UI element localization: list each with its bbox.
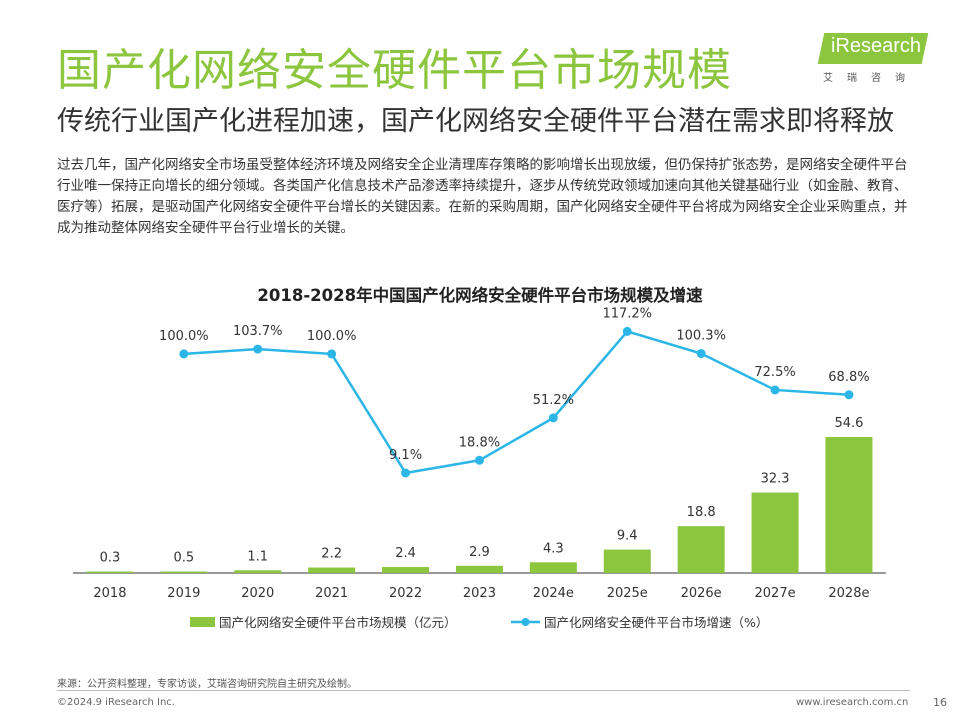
logo-subtext: 艾瑞咨询 <box>823 73 919 84</box>
growth-point-2022 <box>401 468 411 478</box>
legend-line-label: 国产化网络安全硬件平台市场增速（%） <box>544 615 768 630</box>
legend-line-marker <box>521 618 530 626</box>
source-note: 来源：公开资料整理，专家访谈，艾瑞咨询研究院自主研究及绘制。 <box>57 679 357 690</box>
page-number: 16 <box>933 696 947 709</box>
legend-bar-label: 国产化网络安全硬件平台市场规模（亿元） <box>219 615 457 630</box>
intro-paragraph: 过去几年，国产化网络安全市场虽受整体经济环境及网络安全企业清理库存策略的影响增长… <box>57 157 908 236</box>
bar-label-2025e: 9.4 <box>617 529 638 544</box>
growth-label-2024e: 51.2% <box>533 393 574 408</box>
x-tick-2028e: 2028e <box>828 586 869 601</box>
growth-label-2020: 103.7% <box>233 324 283 339</box>
growth-label-2025e: 117.2% <box>602 306 652 321</box>
bar-2028e <box>825 437 873 573</box>
logo-text: iResearch <box>831 35 922 57</box>
page-title: 国产化网络安全硬件平台市场规模 <box>57 45 732 96</box>
x-tick-2025e: 2025e <box>607 586 648 601</box>
growth-point-2026e <box>696 349 706 359</box>
bar-label-2024e: 4.3 <box>543 541 564 556</box>
copyright: ©2024.9 iResearch Inc. <box>57 697 175 708</box>
x-tick-2019: 2019 <box>167 586 200 601</box>
x-tick-2026e: 2026e <box>681 586 722 601</box>
growth-point-2024e <box>548 413 558 423</box>
x-tick-2023: 2023 <box>463 586 496 601</box>
x-tick-2027e: 2027e <box>755 586 796 601</box>
chart-title: 2018-2028年中国国产化网络安全硬件平台市场规模及增速 <box>257 286 703 305</box>
bar-2027e <box>751 492 799 573</box>
bar-label-2023: 2.9 <box>469 545 490 560</box>
website: www.iresearch.com.cn <box>796 697 909 708</box>
growth-label-2028e: 68.8% <box>828 370 869 385</box>
growth-label-2026e: 100.3% <box>676 329 726 344</box>
growth-label-2023: 18.8% <box>459 435 500 450</box>
growth-point-2025e <box>622 326 632 336</box>
growth-point-2019 <box>179 349 189 359</box>
x-tick-2020: 2020 <box>241 586 274 601</box>
x-tick-2021: 2021 <box>315 586 348 601</box>
iresearch-logo: iResearch 艾瑞咨询 <box>815 33 929 85</box>
bar-2021 <box>308 567 356 573</box>
bar-label-2018: 0.3 <box>100 551 121 566</box>
growth-point-2021 <box>327 349 337 359</box>
bar-2024e <box>529 562 577 573</box>
page-subtitle: 传统行业国产化进程加速，国产化网络安全硬件平台潜在需求即将释放 <box>57 106 894 137</box>
growth-label-2027e: 72.5% <box>754 365 795 380</box>
bar-2018 <box>86 571 134 573</box>
footer-divider <box>57 690 910 691</box>
legend-bar-swatch <box>190 617 215 627</box>
growth-label-2019: 100.0% <box>159 329 209 344</box>
bar-2020 <box>234 570 282 573</box>
growth-label-2021: 100.0% <box>307 329 357 344</box>
growth-label-2022: 9.1% <box>389 448 422 463</box>
growth-point-2020 <box>253 344 263 354</box>
x-tick-2022: 2022 <box>389 586 422 601</box>
growth-line <box>183 329 850 475</box>
market-size-chart: 0.3 2018 0.5 2019 1.1 2020 2.2 2021 2.4 2022 2.9 20… <box>73 306 886 630</box>
bar-label-2019: 0.5 <box>174 551 195 566</box>
bar-2026e <box>677 526 725 573</box>
growth-point-2023 <box>474 455 484 465</box>
bar-2019 <box>160 571 208 573</box>
growth-point-2027e <box>770 385 780 395</box>
bar-label-2021: 2.2 <box>321 547 342 562</box>
bar-2022 <box>382 567 430 573</box>
bar-label-2020: 1.1 <box>247 549 268 564</box>
growth-point-2028e <box>844 390 854 400</box>
bar-2025e <box>603 549 651 573</box>
x-tick-2018: 2018 <box>93 586 126 601</box>
x-tick-2024e: 2024e <box>533 586 574 601</box>
bar-label-2026e: 18.8 <box>687 505 716 520</box>
bar-2023 <box>455 565 503 573</box>
bar-label-2027e: 32.3 <box>761 472 790 487</box>
bar-label-2028e: 54.6 <box>834 416 863 431</box>
bar-label-2022: 2.4 <box>395 546 416 561</box>
